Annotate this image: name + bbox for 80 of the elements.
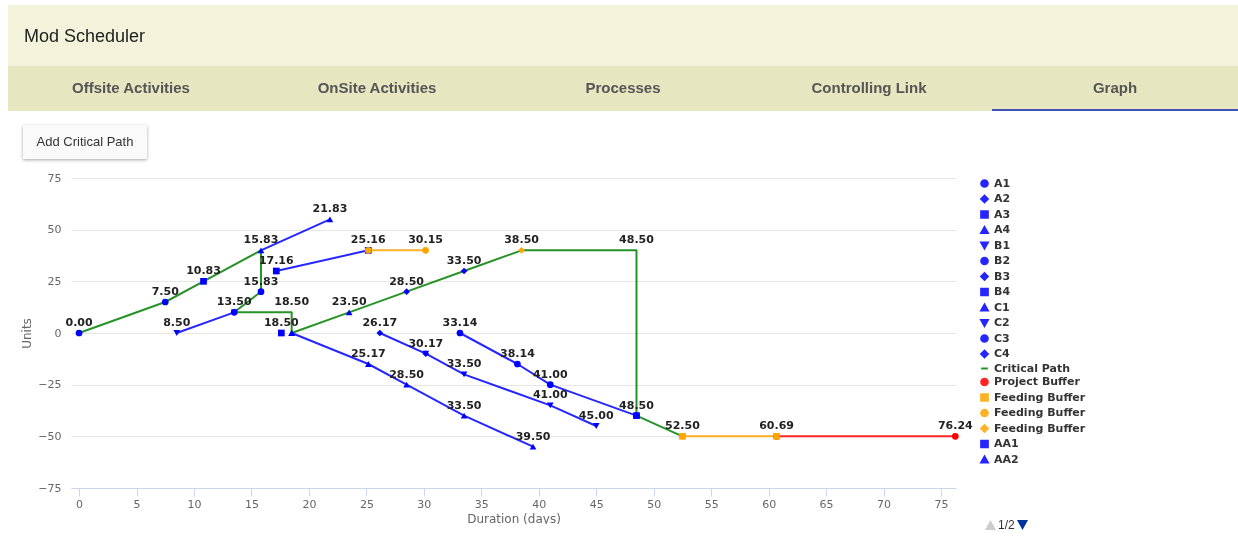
legend-label: Feeding Buffer — [994, 390, 1086, 404]
annotation: 30.15 — [408, 233, 443, 247]
x-tick-label: 70 — [877, 497, 892, 511]
x-tick-label: 50 — [647, 497, 662, 511]
text: Offsite Activities — [71, 78, 191, 98]
y-tick-label: 25 — [47, 274, 62, 288]
x-tick-label: 55 — [704, 497, 719, 511]
legend-label: B4 — [994, 285, 1011, 298]
x-tick-label: 65 — [819, 497, 834, 511]
x-tick-label: 20 — [302, 497, 317, 511]
text: Add Critical Path — [23, 125, 147, 159]
x-tick-label: 60 — [762, 497, 777, 511]
x-tick-label: 5 — [133, 497, 141, 511]
annotation: 15.83 — [243, 233, 279, 247]
text: OnSite Activities — [316, 78, 438, 98]
legend-label: AA2 — [994, 452, 1019, 466]
annotation: 8.50 — [163, 316, 191, 329]
y-tick-label: 75 — [47, 171, 62, 185]
annotation: 41.00 — [532, 388, 569, 402]
legend-label: C3 — [994, 331, 1010, 345]
annotation: 52.50 — [665, 419, 701, 433]
legend-label: B3 — [994, 269, 1011, 283]
legend-label: B2 — [994, 254, 1011, 267]
x-tick-label: 25 — [359, 497, 374, 511]
legend-label: B1 — [994, 238, 1011, 252]
x-tick-label: 45 — [589, 497, 604, 511]
annotation: 48.50 — [619, 233, 655, 247]
annotation: 21.83 — [312, 202, 348, 216]
annotation: 33.14 — [442, 316, 478, 329]
legend-label: A2 — [994, 192, 1011, 205]
annotation: 18.50 — [274, 295, 310, 309]
x-tick-label: 75 — [934, 497, 949, 511]
y-tick-label: −50 — [38, 429, 62, 443]
text: Processes — [584, 78, 662, 98]
y-tick-label: 0 — [54, 326, 62, 340]
chart-title: Mod Scheduler — [24, 26, 146, 47]
legend-label: Project Buffer — [994, 375, 1081, 388]
annotation: 76.24 — [937, 419, 974, 433]
x-tick-label: 30 — [417, 497, 432, 511]
annotation: 33.50 — [446, 398, 482, 412]
annotation: 28.50 — [389, 274, 425, 288]
y-tick-label: −75 — [38, 481, 62, 495]
annotation: 0.00 — [65, 316, 93, 329]
annotation: 7.50 — [151, 285, 180, 298]
legend-label: C1 — [994, 300, 1010, 314]
annotation: 25.16 — [350, 233, 386, 247]
legend-label: Feeding Buffer — [994, 421, 1086, 435]
text: Controlling Link — [810, 78, 928, 98]
legend-label: A3 — [994, 207, 1011, 221]
text: 1/2 — [998, 518, 1015, 532]
annotation: 30.17 — [408, 336, 444, 350]
annotation: 60.69 — [759, 419, 794, 433]
x-tick-label: 0 — [76, 497, 84, 511]
annotation: 38.50 — [504, 233, 540, 247]
annotation: 23.50 — [331, 295, 367, 309]
legend-label: Critical Path — [994, 361, 1071, 375]
legend-label: AA1 — [994, 437, 1019, 450]
legend-label: Feeding Buffer — [994, 406, 1086, 419]
x-tick-label: 15 — [244, 497, 259, 511]
x-tick-label: 35 — [474, 497, 489, 511]
annotation: 25.17 — [350, 347, 386, 360]
annotation: 28.50 — [389, 367, 425, 381]
y-tick-label: 50 — [47, 223, 62, 237]
annotation: 33.50 — [446, 357, 482, 371]
y-tick-label: −25 — [38, 378, 62, 392]
annotation: 45.00 — [578, 409, 614, 422]
x-tick-label: 40 — [532, 497, 547, 511]
annotation: 10.83 — [186, 264, 221, 278]
annotation: 33.50 — [446, 254, 482, 267]
legend-label: C4 — [994, 347, 1011, 360]
annotation: 38.14 — [500, 347, 536, 360]
annotation: 39.50 — [515, 429, 551, 443]
y-axis-title: Units — [20, 318, 35, 349]
legend-label: C2 — [994, 316, 1010, 329]
annotation: 41.00 — [532, 367, 569, 381]
legend-label: A4 — [994, 223, 1011, 236]
x-tick-label: 10 — [187, 497, 202, 511]
legend-label: A1 — [994, 176, 1011, 190]
text: Graph — [992, 66, 1238, 111]
annotation: 26.17 — [362, 316, 398, 329]
